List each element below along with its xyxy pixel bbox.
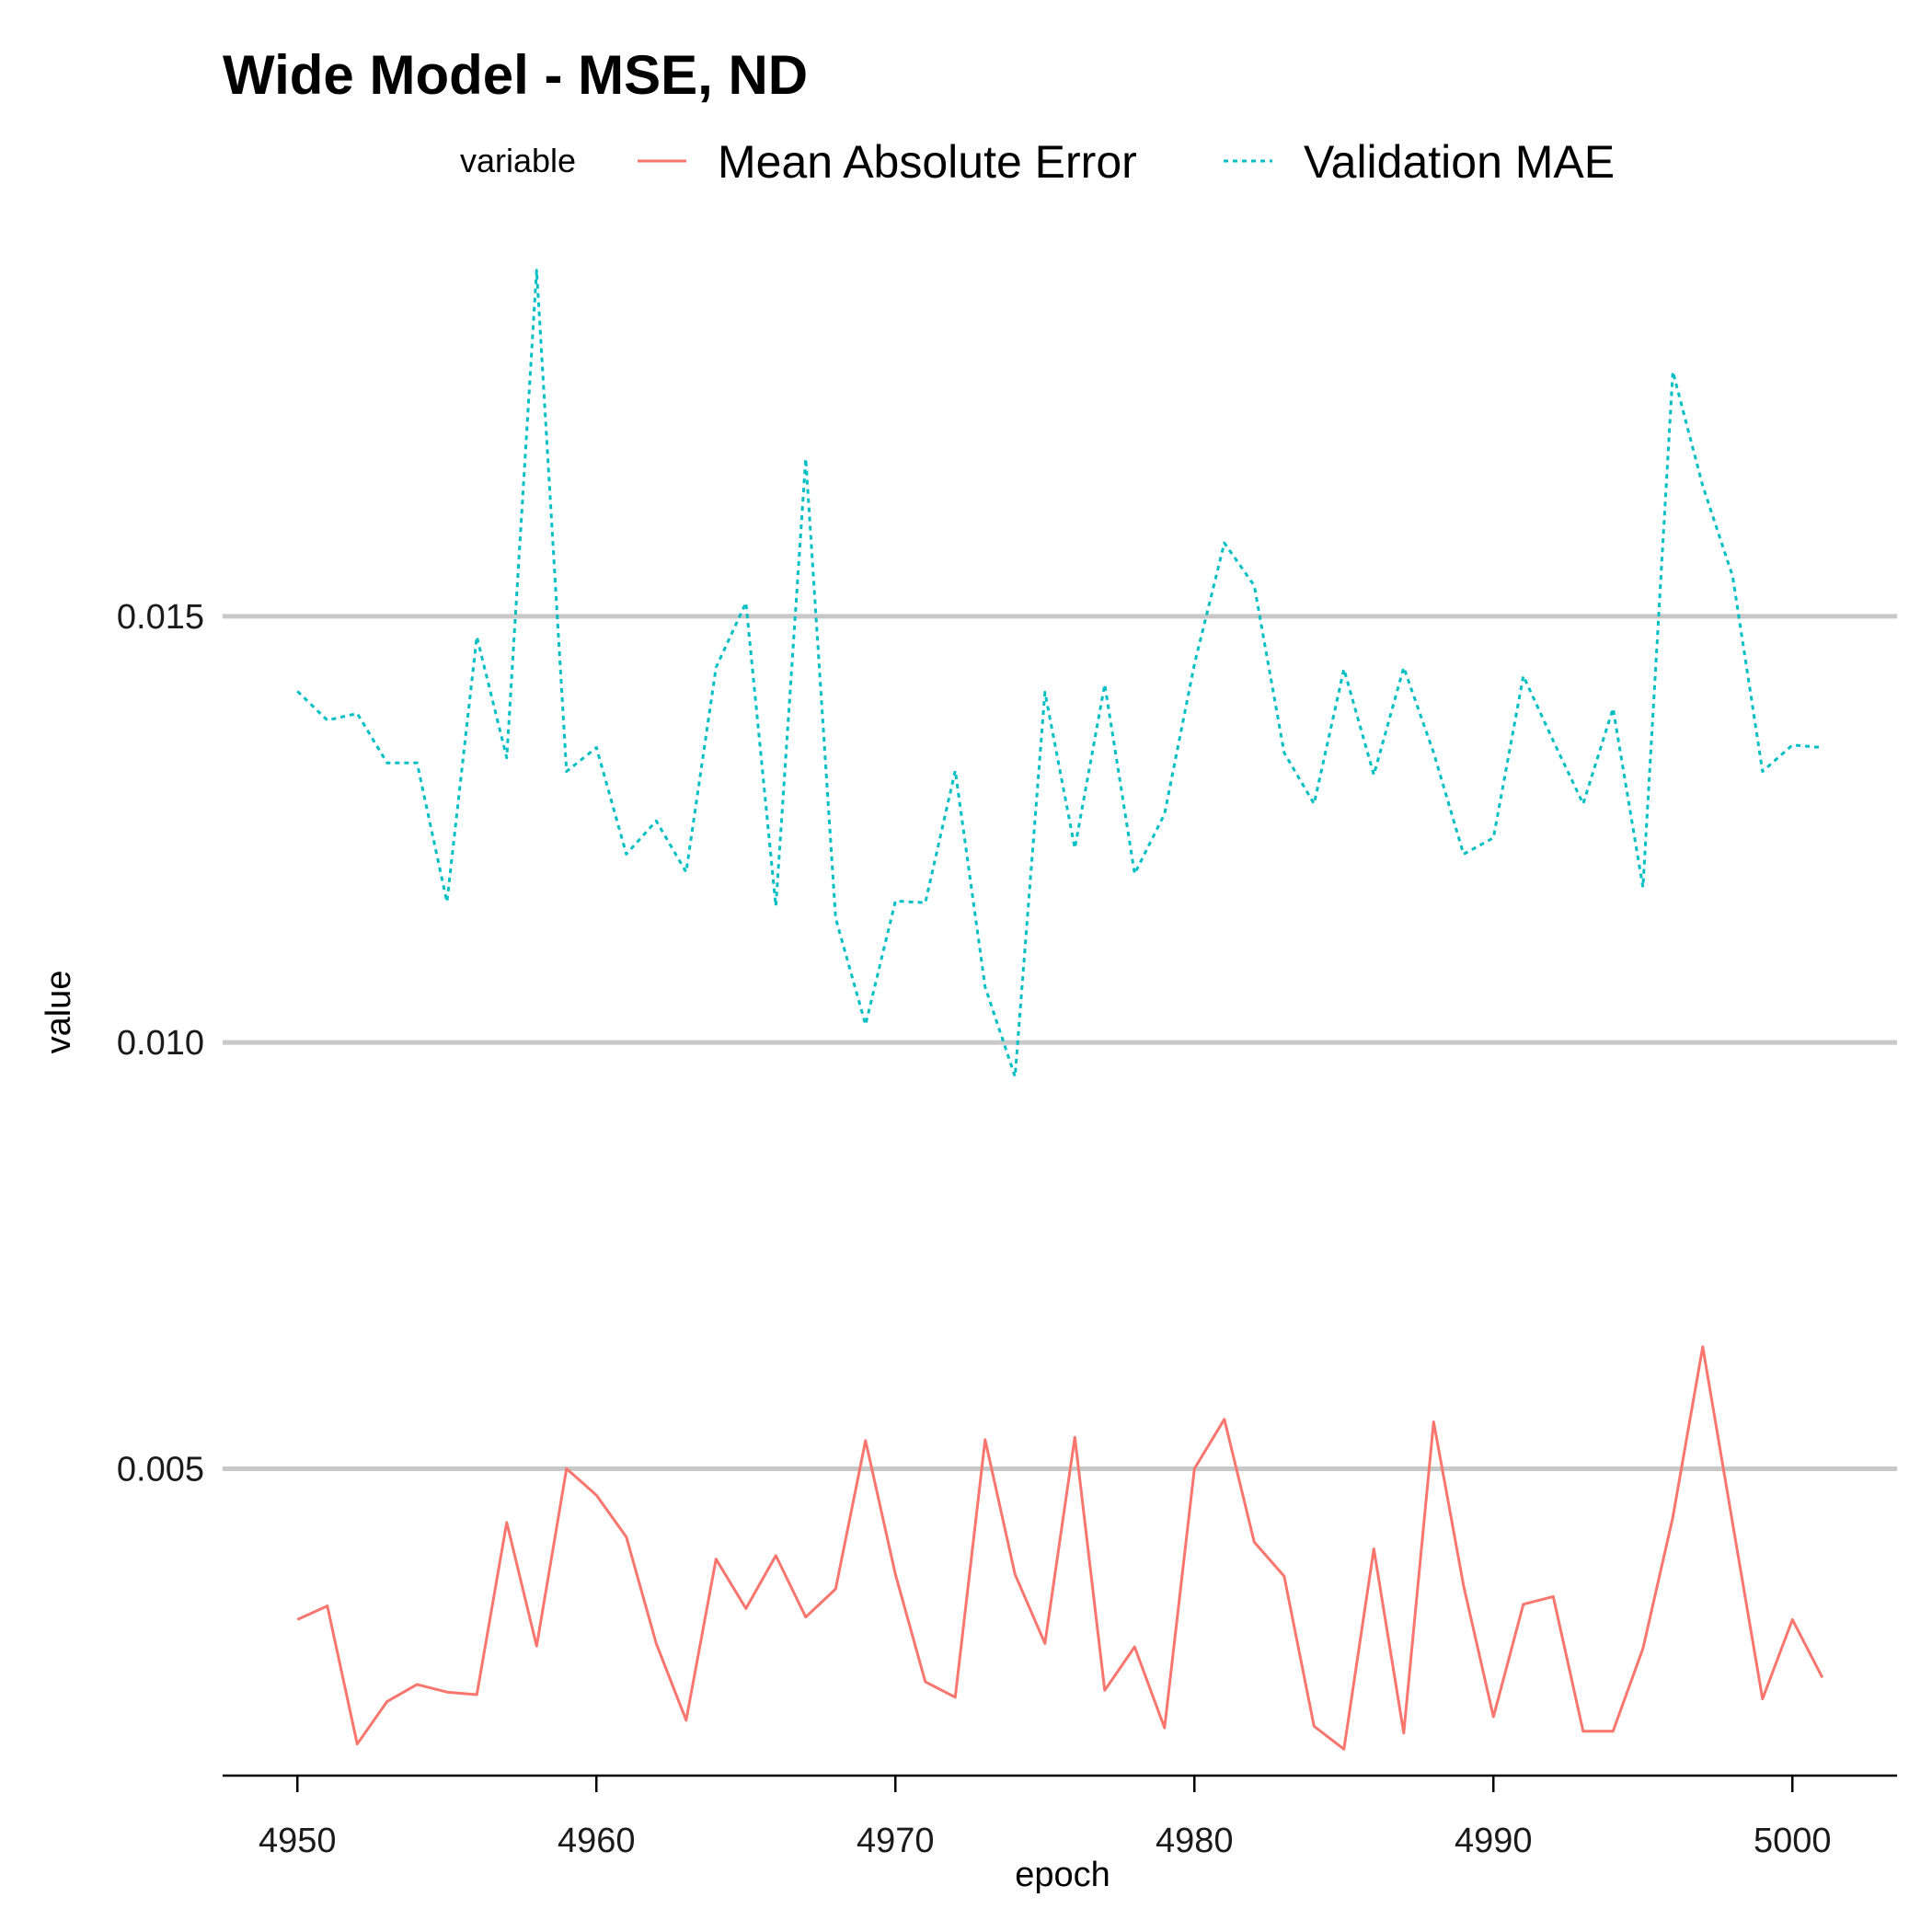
legend: variable Mean Absolute Error Validation … <box>460 136 1615 188</box>
x-tick-label: 5000 <box>1754 1822 1832 1860</box>
y-tick-label: 0.010 <box>117 1024 204 1063</box>
gridlines <box>223 614 1897 1471</box>
y-axis-tick-labels: 0.005 0.010 0.015 <box>117 598 204 1489</box>
y-tick-label: 0.005 <box>117 1450 204 1489</box>
series-layer <box>296 269 1824 1751</box>
y-tick-label: 0.015 <box>117 598 204 637</box>
legend-label-validation-mae: Validation MAE <box>1304 136 1615 188</box>
series-line-mean-absolute-error <box>296 1345 1824 1751</box>
series-line-validation-mae <box>296 269 1823 1078</box>
x-tick-label: 4950 <box>259 1822 337 1860</box>
x-tick-label: 4990 <box>1455 1822 1533 1860</box>
x-axis-ticks: 4950 4960 4970 4980 4990 5000 <box>259 1776 1832 1860</box>
x-axis-label: epoch <box>1015 1856 1110 1894</box>
x-tick-label: 4970 <box>857 1822 935 1860</box>
legend-title: variable <box>460 142 576 179</box>
chart-title: Wide Model - MSE, ND <box>223 44 808 106</box>
x-tick-label: 4960 <box>558 1822 636 1860</box>
y-axis-label: value <box>40 971 78 1054</box>
legend-label-mae: Mean Absolute Error <box>718 136 1137 188</box>
x-tick-label: 4980 <box>1156 1822 1234 1860</box>
